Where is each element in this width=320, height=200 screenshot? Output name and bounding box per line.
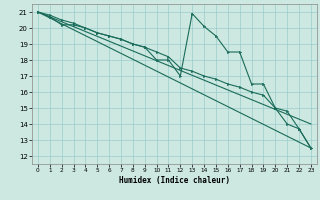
X-axis label: Humidex (Indice chaleur): Humidex (Indice chaleur) <box>119 176 230 185</box>
